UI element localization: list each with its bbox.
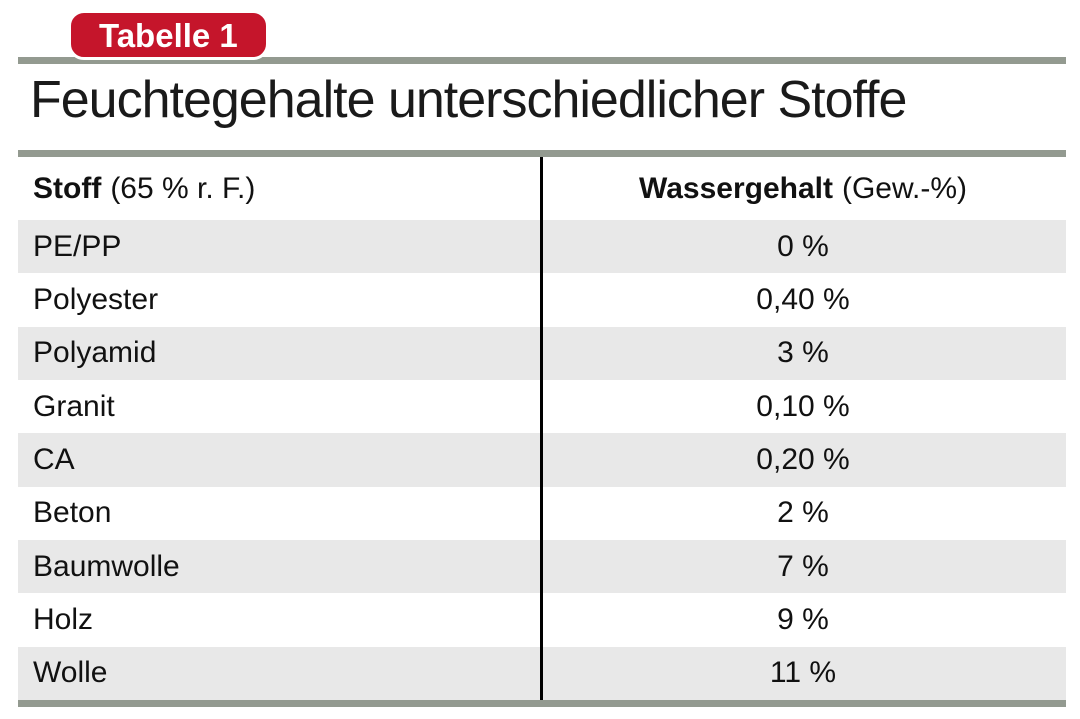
stoff-cell: Polyester	[33, 282, 159, 316]
table-row: Beton 2 %	[18, 487, 1066, 540]
stoff-cell: PE/PP	[33, 229, 122, 263]
top-rule	[18, 57, 1066, 64]
wassergehalt-cell: 11 %	[769, 656, 837, 690]
column-header-stoff: Stoff (65 % r. F.)	[18, 157, 540, 220]
column-header-stoff-label: Stoff	[33, 171, 102, 205]
page-title: Feuchtegehalte unterschiedlicher Stoffe	[30, 71, 907, 129]
column-header-wassergehalt-label: Wassergehalt	[639, 171, 833, 205]
wassergehalt-cell: 0 %	[777, 229, 829, 263]
stoff-cell: Wolle	[33, 656, 108, 690]
data-table: Stoff (65 % r. F.) Wassergehalt (Gew.-%)…	[18, 157, 1066, 700]
table-caption-badge: Tabelle 1	[68, 10, 269, 60]
table-row: Polyester 0,40 %	[18, 273, 1066, 326]
wassergehalt-cell: 0,40 %	[756, 282, 850, 316]
wassergehalt-cell: 3 %	[777, 336, 829, 370]
title-divider-rule	[18, 150, 1066, 157]
stoff-cell: Granit	[33, 389, 115, 423]
wassergehalt-cell: 9 %	[777, 602, 829, 636]
stoff-cell: Polyamid	[33, 336, 157, 370]
wassergehalt-cell: 7 %	[777, 549, 829, 583]
column-divider	[540, 157, 543, 700]
table-row: Holz 9 %	[18, 593, 1066, 646]
stoff-cell: Baumwolle	[33, 549, 180, 583]
stoff-cell: CA	[33, 442, 75, 476]
wassergehalt-cell: 2 %	[777, 496, 829, 530]
wassergehalt-cell: 0,10 %	[756, 389, 850, 423]
table-row: Granit 0,10 %	[18, 380, 1066, 433]
column-header-wassergehalt-note: (Gew.-%)	[841, 171, 967, 205]
column-header-wassergehalt: Wassergehalt (Gew.-%)	[540, 157, 1066, 220]
column-header-stoff-note: (65 % r. F.)	[110, 171, 256, 205]
stoff-cell: Beton	[33, 496, 112, 530]
wassergehalt-cell: 0,20 %	[756, 442, 850, 476]
stoff-cell: Holz	[33, 602, 94, 636]
bottom-rule	[18, 700, 1066, 707]
table-caption-label: Tabelle 1	[99, 16, 238, 54]
